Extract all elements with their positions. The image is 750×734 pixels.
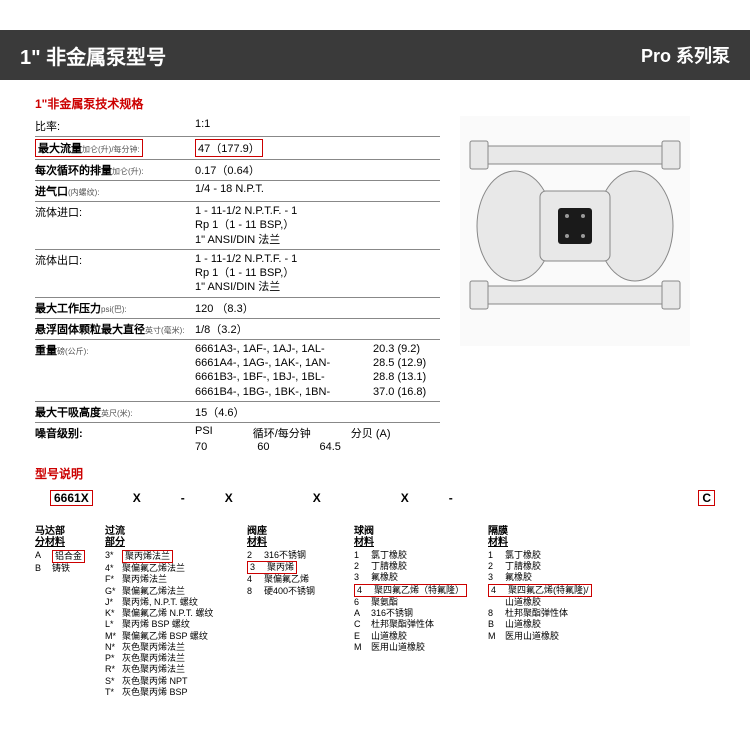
- ratio-value: 1:1: [195, 118, 440, 134]
- cat-item: C杜邦聚酯弹性体: [354, 619, 486, 630]
- suction-value: 15（4.6）: [195, 404, 440, 420]
- weight-values: 6661A3-, 1AF-, 1AJ-, 1AL-20.3 (9.2) 6661…: [195, 342, 440, 399]
- noise-values: PSI循环/每分钟分贝 (A) 706064.5: [195, 425, 440, 453]
- code-x4: X: [273, 491, 361, 505]
- cat-item: T*灰色聚丙烯 BSP: [105, 687, 245, 698]
- cat-diaphragm: 隔膜材料 1氯丁橡胶2丁腈橡胶3氟橡胶 4聚四氟乙烯(特氟隆)/ 山道橡胶8杜邦…: [488, 526, 618, 642]
- maxflow-label: 最大流量加仑(升)/每分钟:: [35, 139, 143, 157]
- cat-item: B山道橡胶: [488, 619, 618, 630]
- cat-item: 3氟橡胶: [488, 572, 618, 583]
- pump-image: [460, 116, 690, 346]
- cat-item: 2丁腈橡胶: [488, 561, 618, 572]
- cat-item: 2丁腈橡胶: [354, 561, 486, 572]
- cat-item: M医用山道橡胶: [354, 642, 486, 653]
- cat-wetted: 过流部分 3*聚丙烯法兰 4*聚偏氟乙烯法兰F*聚丙烯法兰G*聚偏氟乙烯法兰J*…: [105, 526, 245, 698]
- model-section: 型号说明 6661X X - X X X - C 马达部分材料 A铝合金 B铸铁…: [35, 465, 715, 698]
- code-x5: X: [361, 491, 449, 505]
- suction-label: 最大干吸高度: [35, 407, 101, 419]
- cat-item: L*聚丙烯 BSP 螺纹: [105, 619, 245, 630]
- cat-item: M*聚偏氟乙烯 BSP 螺纹: [105, 631, 245, 642]
- cat-item: F*聚丙烯法兰: [105, 574, 245, 585]
- cat-item: 4*聚偏氟乙烯法兰: [105, 563, 245, 574]
- code-x2: X: [93, 491, 181, 505]
- code-x3: X: [185, 491, 273, 505]
- cat-item: K*聚偏氟乙烯 N.P.T. 螺纹: [105, 608, 245, 619]
- fluidin-label: 流体进口:: [35, 204, 195, 247]
- noise-label: 噪音级别:: [35, 428, 83, 440]
- maxflow-value: 47（177.9）: [195, 139, 263, 157]
- disp-value: 0.17（0.64）: [195, 162, 440, 178]
- ratio-label: 比率:: [35, 118, 195, 134]
- fluidout-value: 1 - 11-1/2 N.P.T.F. - 1Rp 1（1 - 11 BSP,）…: [195, 252, 440, 295]
- model-code-row: 6661X X - X X X - C: [35, 490, 715, 506]
- cat-item: R*灰色聚丙烯法兰: [105, 664, 245, 675]
- cat-item: 山道橡胶: [488, 597, 618, 608]
- solid-label: 悬浮固体颗粒最大直径: [35, 324, 145, 336]
- cat-item: 3氟橡胶: [354, 572, 486, 583]
- disp-label: 每次循环的排量: [35, 165, 112, 177]
- cat-item: G*聚偏氟乙烯法兰: [105, 586, 245, 597]
- header-title: 1" 非金属泵型号: [20, 41, 166, 70]
- category-columns: 马达部分材料 A铝合金 B铸铁 过流部分 3*聚丙烯法兰 4*聚偏氟乙烯法兰F*…: [35, 526, 715, 698]
- header-series: Pro 系列泵: [641, 42, 730, 68]
- cat-item: P*灰色聚丙烯法兰: [105, 653, 245, 664]
- cat-item: E山道橡胶: [354, 631, 486, 642]
- cat-item: N*灰色聚丙烯法兰: [105, 642, 245, 653]
- weight-label: 重量: [35, 345, 57, 357]
- maxpress-label: 最大工作压力: [35, 303, 101, 315]
- code-6661x: 6661X: [50, 490, 93, 506]
- cat-item: A316不锈钢: [354, 608, 486, 619]
- cat-item: J*聚丙烯, N.P.T. 螺纹: [105, 597, 245, 608]
- cat-motor: 马达部分材料 A铝合金 B铸铁: [35, 526, 103, 575]
- cat-item: 1氯丁橡胶: [488, 550, 618, 561]
- solid-value: 1/8（3.2）: [195, 321, 440, 337]
- spec-section-title: 1"非金属泵技术规格: [35, 95, 715, 112]
- airinlet-value: 1/4 - 18 N.P.T.: [195, 183, 440, 199]
- airinlet-label: 进气口: [35, 186, 68, 198]
- cat-seat: 阀座材料 2316不锈钢 3聚丙烯 4聚偏氟乙烯 8硬400不锈钢: [247, 526, 352, 597]
- spec-table: 比率:1:1 最大流量加仑(升)/每分钟: 47（177.9） 每次循环的排量加…: [35, 116, 440, 455]
- fluidout-label: 流体出口:: [35, 252, 195, 295]
- cat-item: 6聚氨酯: [354, 597, 486, 608]
- fluidin-value: 1 - 11-1/2 N.P.T.F. - 1Rp 1（1 - 11 BSP,）…: [195, 204, 440, 247]
- maxpress-value: 120 （8.3）: [195, 300, 440, 316]
- content: 1"非金属泵技术规格 比率:1:1 最大流量加仑(升)/每分钟: 47（177.…: [0, 95, 750, 718]
- cat-item: S*灰色聚丙烯 NPT: [105, 676, 245, 687]
- code-c: C: [698, 490, 715, 506]
- model-title: 型号说明: [35, 465, 715, 482]
- cat-ball: 球阀材料 1氯丁橡胶2丁腈橡胶3氟橡胶 4聚四氟乙烯（特氟隆） 6聚氨酯A316…: [354, 526, 486, 653]
- cat-item: 1氯丁橡胶: [354, 550, 486, 561]
- header-bar: 1" 非金属泵型号 Pro 系列泵: [0, 30, 750, 80]
- cat-item: 8杜邦聚酯弹性体: [488, 608, 618, 619]
- cat-item: M医用山道橡胶: [488, 631, 618, 642]
